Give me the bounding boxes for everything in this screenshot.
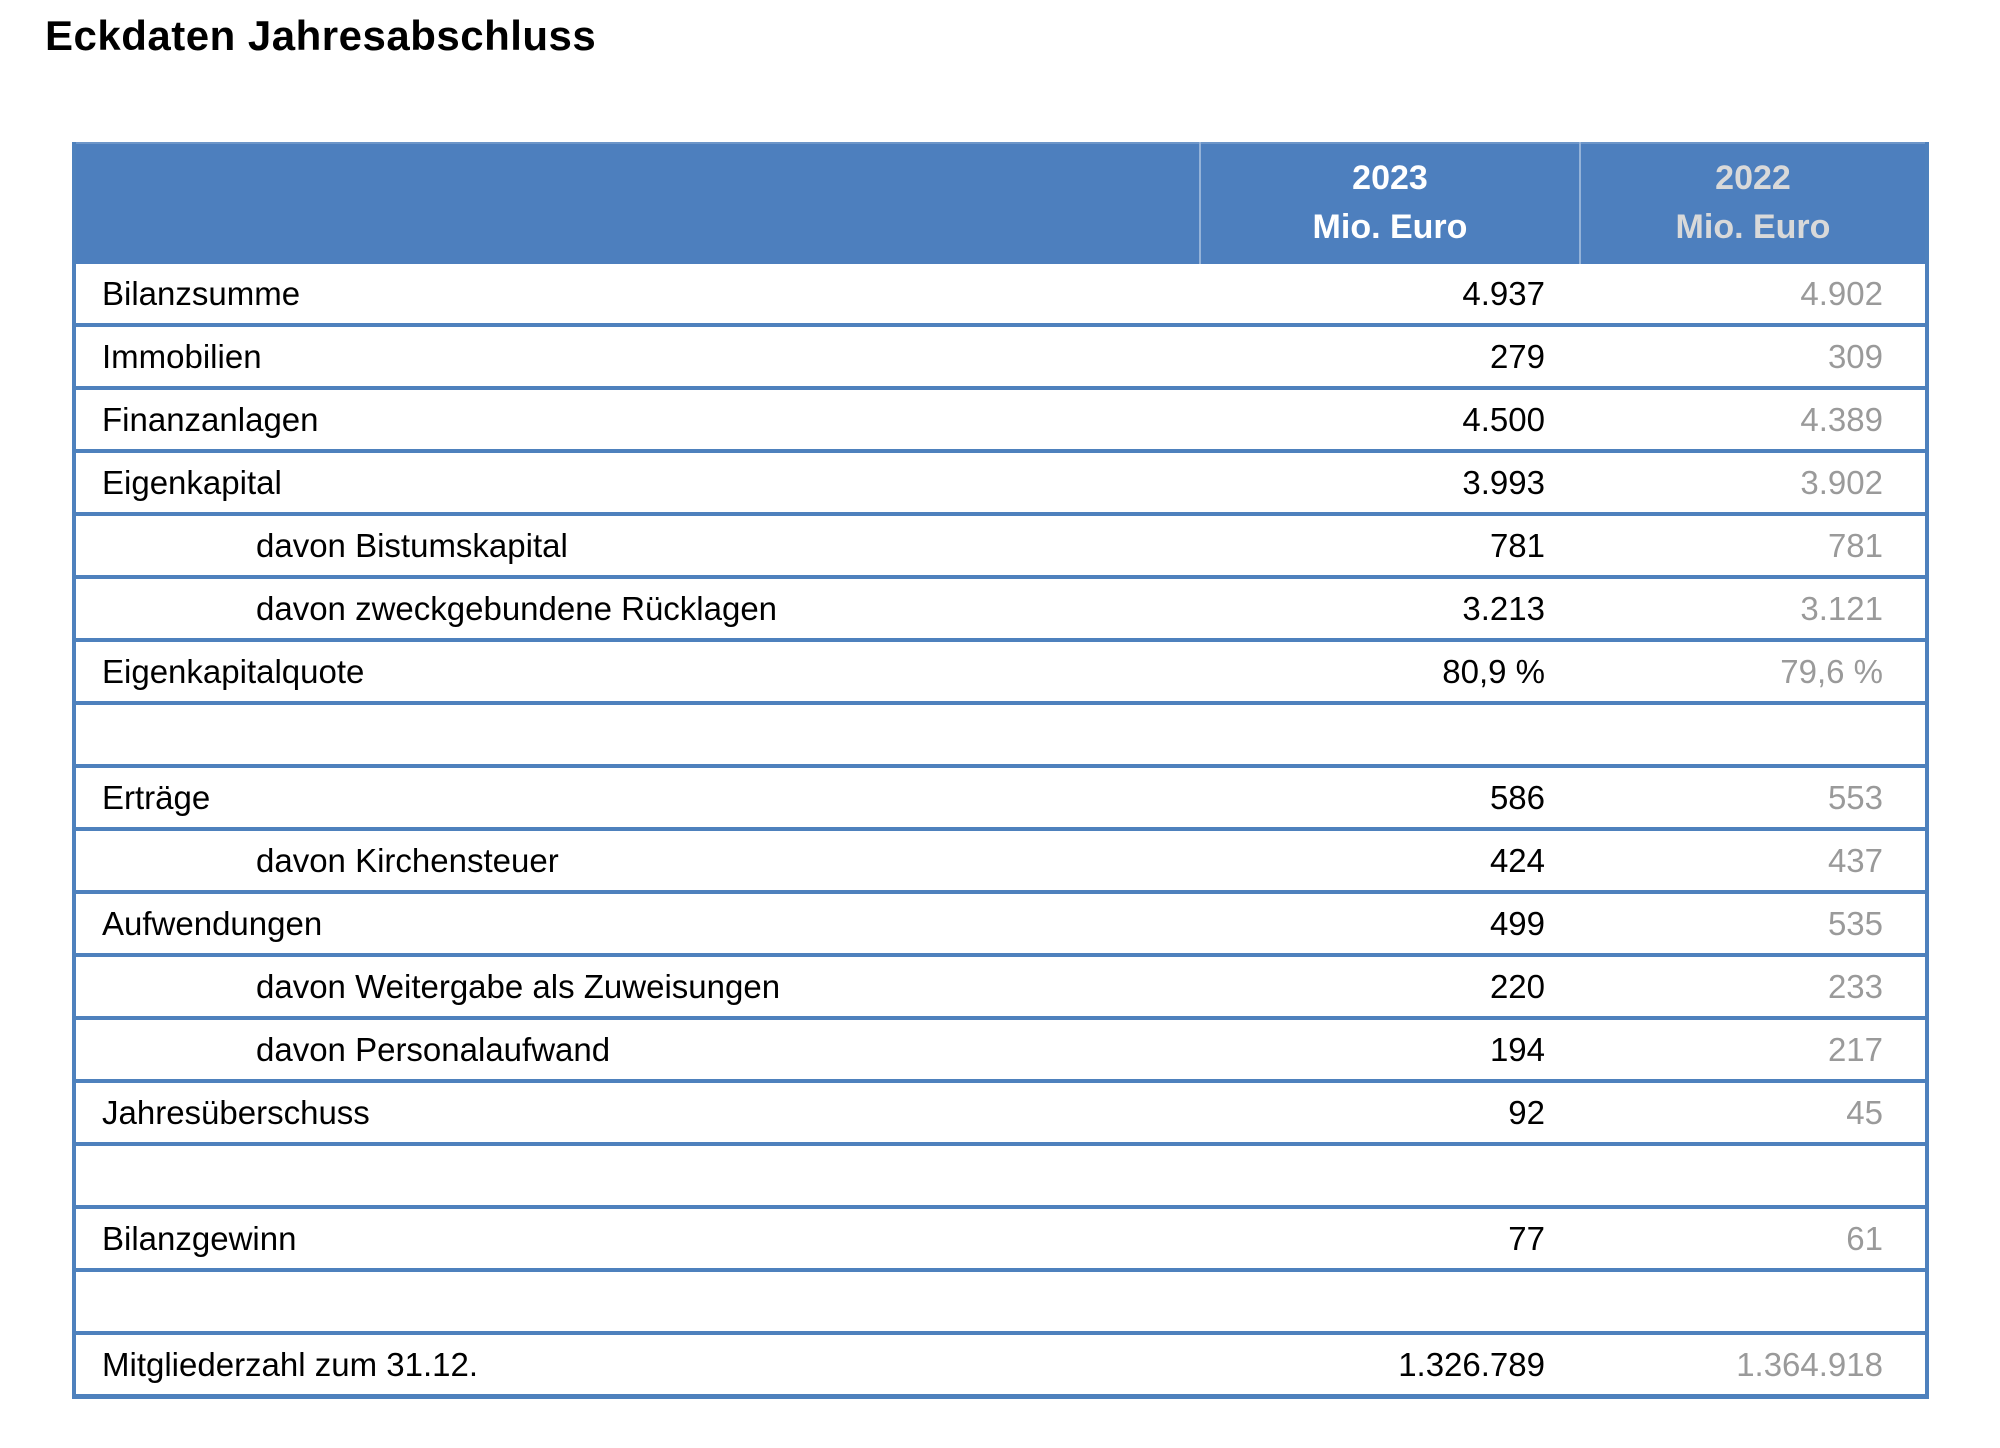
value-2022: 3.902 xyxy=(1580,451,1927,516)
table-row: Finanzanlagen 4.500 4.389 xyxy=(74,388,1927,453)
financial-table: 2023 Mio. Euro 2022 Mio. Euro Bilanzsumm… xyxy=(72,142,1929,1399)
value-2022: 781 xyxy=(1580,514,1927,579)
row-label: davon Bistumskapital xyxy=(74,514,1200,579)
row-label: Finanzanlagen xyxy=(74,388,1200,453)
row-label: Erträge xyxy=(74,766,1200,831)
value-2022: 4.389 xyxy=(1580,388,1927,453)
value-2022: 535 xyxy=(1580,892,1927,957)
row-label: Aufwendungen xyxy=(74,892,1200,957)
value-2023 xyxy=(1200,1144,1580,1209)
page-title: Eckdaten Jahresabschluss xyxy=(45,12,597,59)
header-year-2022: 2022 xyxy=(1715,158,1791,197)
row-label: Mitgliederzahl zum 31.12. xyxy=(74,1333,1200,1399)
table-row: Eigenkapital 3.993 3.902 xyxy=(74,451,1927,516)
row-label xyxy=(74,1144,1200,1209)
table-row: Jahresüberschuss 92 45 xyxy=(74,1081,1927,1146)
value-2022: 437 xyxy=(1580,829,1927,894)
header-row: 2023 Mio. Euro 2022 Mio. Euro xyxy=(74,142,1927,264)
row-label: Bilanzsumme xyxy=(74,264,1200,327)
row-label: davon Weitergabe als Zuweisungen xyxy=(74,955,1200,1020)
value-2023: 499 xyxy=(1200,892,1580,957)
value-2023: 3.213 xyxy=(1200,577,1580,642)
row-label: Bilanzgewinn xyxy=(74,1207,1200,1272)
value-2023: 279 xyxy=(1200,325,1580,390)
row-label xyxy=(74,1270,1200,1335)
value-2023: 781 xyxy=(1200,514,1580,579)
header-unit-2023: Mio. Euro xyxy=(1312,208,1468,246)
row-label: Immobilien xyxy=(74,325,1200,390)
table-row: Aufwendungen 499 535 xyxy=(74,892,1927,957)
header-cell-label xyxy=(74,142,1200,264)
value-2022: 1.364.918 xyxy=(1580,1333,1927,1399)
value-2023: 4.937 xyxy=(1200,264,1580,327)
value-2022: 45 xyxy=(1580,1081,1927,1146)
table-row: Bilanzsumme 4.937 4.902 xyxy=(74,264,1927,327)
value-2022: 233 xyxy=(1580,955,1927,1020)
value-2023: 1.326.789 xyxy=(1200,1333,1580,1399)
value-2022 xyxy=(1580,1144,1927,1209)
table-row: Eigenkapitalquote 80,9 % 79,6 % xyxy=(74,640,1927,705)
row-label: Jahresüberschuss xyxy=(74,1081,1200,1146)
value-2023 xyxy=(1200,1270,1580,1335)
header-unit-2022: Mio. Euro xyxy=(1675,208,1831,246)
header-cell-2023: 2023 Mio. Euro xyxy=(1199,142,1580,264)
value-2023: 220 xyxy=(1200,955,1580,1020)
value-2022: 553 xyxy=(1580,766,1927,831)
table-row: Mitgliederzahl zum 31.12. 1.326.789 1.364.… xyxy=(74,1333,1927,1399)
table-row: davon Personalaufwand 194 217 xyxy=(74,1018,1927,1083)
value-2023: 92 xyxy=(1200,1081,1580,1146)
table-row: Erträge 586 553 xyxy=(74,766,1927,831)
spacer-row xyxy=(74,703,1927,768)
value-2023: 3.993 xyxy=(1200,451,1580,516)
header-year-2023: 2023 xyxy=(1352,158,1428,197)
value-2023: 4.500 xyxy=(1200,388,1580,453)
value-2022 xyxy=(1580,703,1927,768)
value-2022: 79,6 % xyxy=(1580,640,1927,705)
table-row: davon zweckgebundene Rücklagen 3.213 3.121 xyxy=(74,577,1927,642)
table-row: Immobilien 279 309 xyxy=(74,325,1927,390)
value-2022: 217 xyxy=(1580,1018,1927,1083)
row-label: davon Kirchensteuer xyxy=(74,829,1200,894)
row-label xyxy=(74,703,1200,768)
header-cell-2022: 2022 Mio. Euro xyxy=(1579,142,1927,264)
row-label: davon Personalaufwand xyxy=(74,1018,1200,1083)
value-2022: 4.902 xyxy=(1580,264,1927,327)
table-row: davon Kirchensteuer 424 437 xyxy=(74,829,1927,894)
value-2022: 61 xyxy=(1580,1207,1927,1272)
spacer-row xyxy=(74,1144,1927,1209)
table-body: Bilanzsumme 4.937 4.902 Immobilien 279 309 Fin… xyxy=(74,264,1927,1399)
row-label: Eigenkapital xyxy=(74,451,1200,516)
spacer-row xyxy=(74,1270,1927,1335)
table-row: davon Weitergabe als Zuweisungen 220 233 xyxy=(74,955,1927,1020)
value-2023: 586 xyxy=(1200,766,1580,831)
value-2023: 80,9 % xyxy=(1200,640,1580,705)
value-2023: 194 xyxy=(1200,1018,1580,1083)
value-2022: 3.121 xyxy=(1580,577,1927,642)
table-row: Bilanzgewinn 77 61 xyxy=(74,1207,1927,1272)
row-label: davon zweckgebundene Rücklagen xyxy=(74,577,1200,642)
value-2023 xyxy=(1200,703,1580,768)
value-2022: 309 xyxy=(1580,325,1927,390)
financial-table-container: 2023 Mio. Euro 2022 Mio. Euro Bilanzsumm… xyxy=(72,142,1929,1399)
value-2023: 77 xyxy=(1200,1207,1580,1272)
value-2022 xyxy=(1580,1270,1927,1335)
row-label: Eigenkapitalquote xyxy=(74,640,1200,705)
value-2023: 424 xyxy=(1200,829,1580,894)
table-row: davon Bistumskapital 781 781 xyxy=(74,514,1927,579)
table-header: 2023 Mio. Euro 2022 Mio. Euro xyxy=(74,142,1927,264)
